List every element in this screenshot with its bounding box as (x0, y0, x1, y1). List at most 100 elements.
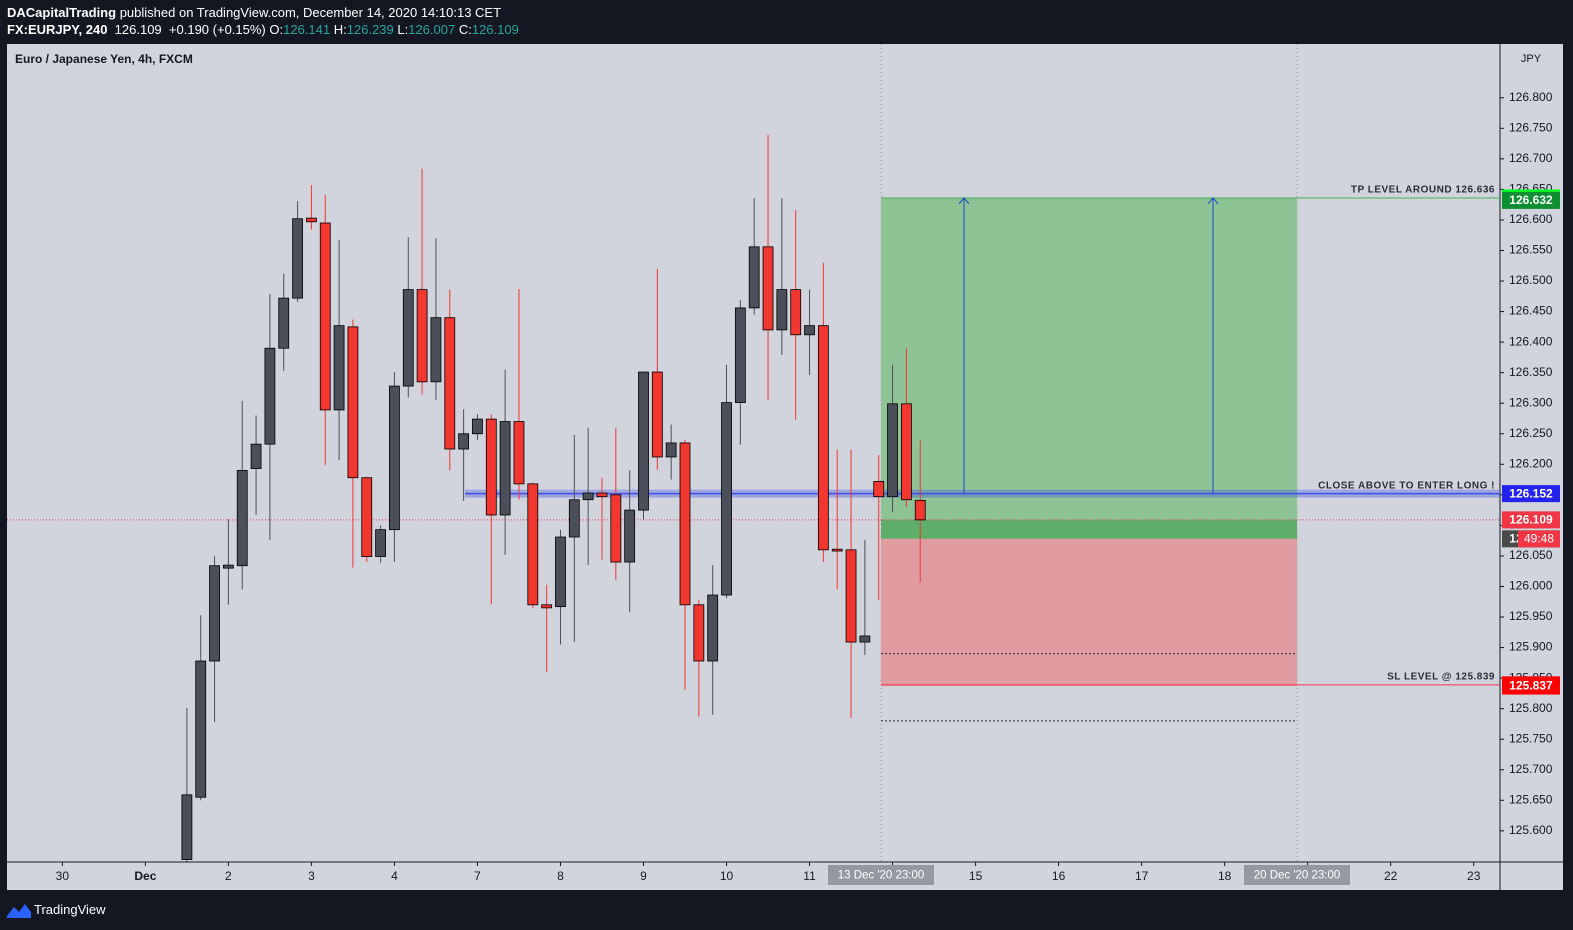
ohlc-value: 126.109 (471, 22, 519, 37)
ohlc: O:126.141 H:126.239 L:126.007 C:126.109 (269, 22, 518, 37)
time-label-box (1244, 865, 1350, 885)
candle-body (582, 492, 594, 501)
price-label: 126.152 (1509, 486, 1553, 500)
time-label-box (828, 865, 934, 885)
candle-body (236, 470, 248, 567)
candle-body (499, 421, 511, 516)
candle-body (306, 217, 317, 223)
y-tick-label: 126.250 (1509, 426, 1553, 440)
brand[interactable]: TradingView (34, 902, 106, 917)
x-tick-label: 16 (1052, 869, 1066, 883)
price-label-box (1502, 511, 1560, 529)
candle-body (472, 418, 483, 435)
candle-body (444, 317, 456, 450)
time-label: 13 Dec '20 23:00 (838, 870, 925, 882)
ohlc-label: H: (333, 22, 347, 37)
level-text: CLOSE ABOVE TO ENTER LONG ! (1318, 480, 1495, 491)
x-tick-label: 4 (391, 869, 398, 883)
candle-body (555, 536, 566, 608)
countdown-box (1518, 530, 1560, 548)
candle-body (568, 499, 580, 538)
candle-body (181, 794, 193, 860)
footer: TradingView (0, 892, 1573, 930)
ohlc-label: C: (458, 22, 472, 37)
candle-body (485, 418, 497, 516)
overlay: 125.600 125.650 125.700 125.750 125.800 125.8… (56, 53, 1560, 885)
candle-body (707, 594, 719, 662)
chart: 125.600 125.650 125.700 125.750 125.800 125.8… (7, 44, 1563, 890)
ohlc-value: 126.007 (408, 22, 456, 37)
candle-body (914, 499, 926, 521)
ohlc-label: O: (269, 22, 284, 37)
x-tick-label: 22 (1384, 869, 1398, 883)
x-tick-label: Dec (134, 869, 156, 883)
x-tick-label: 23 (1467, 869, 1481, 883)
x-tick-label: 10 (720, 869, 734, 883)
ohlc-value: 126.239 (346, 22, 394, 37)
y-tick-label: 125.650 (1509, 792, 1553, 806)
y-tick-label: 125.700 (1509, 762, 1553, 776)
candle-body (375, 529, 386, 557)
chart-title: Euro / Japanese Yen, 4h, FXCM (15, 52, 193, 66)
arrow-head (1207, 197, 1219, 205)
currency-label: JPY (1521, 53, 1542, 65)
candle-body (402, 289, 414, 387)
candle-body (624, 509, 636, 563)
level-text: SL LEVEL @ 125.839 (1387, 671, 1495, 682)
chart-background (7, 44, 1563, 890)
x-tick-label: 17 (1135, 869, 1149, 883)
candle-body (721, 402, 732, 596)
y-tick-label: 126.750 (1509, 120, 1553, 134)
candle-body (541, 604, 553, 609)
candle-body (817, 325, 829, 551)
last: 126.109 (114, 22, 162, 37)
y-tick-label: 125.750 (1509, 731, 1553, 745)
candle-body (361, 477, 373, 557)
candle-body (804, 325, 815, 336)
arrow-head (958, 197, 970, 205)
candle-body (679, 442, 691, 606)
y-tick-label: 126.350 (1509, 365, 1553, 379)
candle-body (222, 564, 234, 569)
candle-body (776, 289, 788, 331)
header: DACapitalTrading published on TradingVie… (0, 0, 1573, 44)
candle-body (333, 325, 345, 411)
x-tick-label: 15 (969, 869, 983, 883)
open-profit-zone (881, 519, 1297, 539)
price-label-box (1502, 677, 1560, 695)
y-tick-label: 125.950 (1509, 609, 1553, 623)
y-tick-label: 125.900 (1509, 640, 1553, 654)
candle-body (347, 326, 359, 479)
candle-body (527, 483, 539, 606)
candle-body (831, 548, 843, 552)
candle-body (250, 443, 262, 469)
profit-zone (881, 197, 1297, 539)
candle-body (790, 289, 802, 336)
plot-area (7, 44, 1500, 862)
change: +0.190 (+0.15%) (168, 22, 266, 37)
candle-body (430, 317, 442, 383)
y-tick-label: 126.450 (1509, 304, 1553, 318)
candle-body (513, 421, 525, 485)
y-tick-label: 126.200 (1509, 456, 1553, 470)
x-tick-label: 30 (56, 869, 70, 883)
published: published on TradingView.com, December 1… (119, 5, 502, 20)
x-tick-label: 3 (308, 869, 315, 883)
candle-body (900, 403, 912, 501)
y-tick-label: 126.050 (1509, 548, 1553, 562)
x-tick-label: 11 (803, 869, 816, 883)
publisher[interactable]: DACapitalTrading (7, 5, 117, 20)
y-tick-label: 126.400 (1509, 334, 1553, 348)
x-tick-label: 2 (225, 869, 232, 883)
y-tick-label: 126.300 (1509, 395, 1553, 409)
x-tick-label: 8 (557, 869, 564, 883)
price-label: 126.632 (1509, 193, 1553, 207)
y-tick-label: 126.700 (1509, 151, 1553, 165)
candle-body (319, 222, 331, 411)
candle-body (292, 218, 303, 299)
x-tick-label: 18 (1218, 869, 1232, 883)
candle-body (762, 246, 774, 331)
brand-logo[interactable] (6, 900, 32, 920)
candle-body (887, 403, 898, 498)
